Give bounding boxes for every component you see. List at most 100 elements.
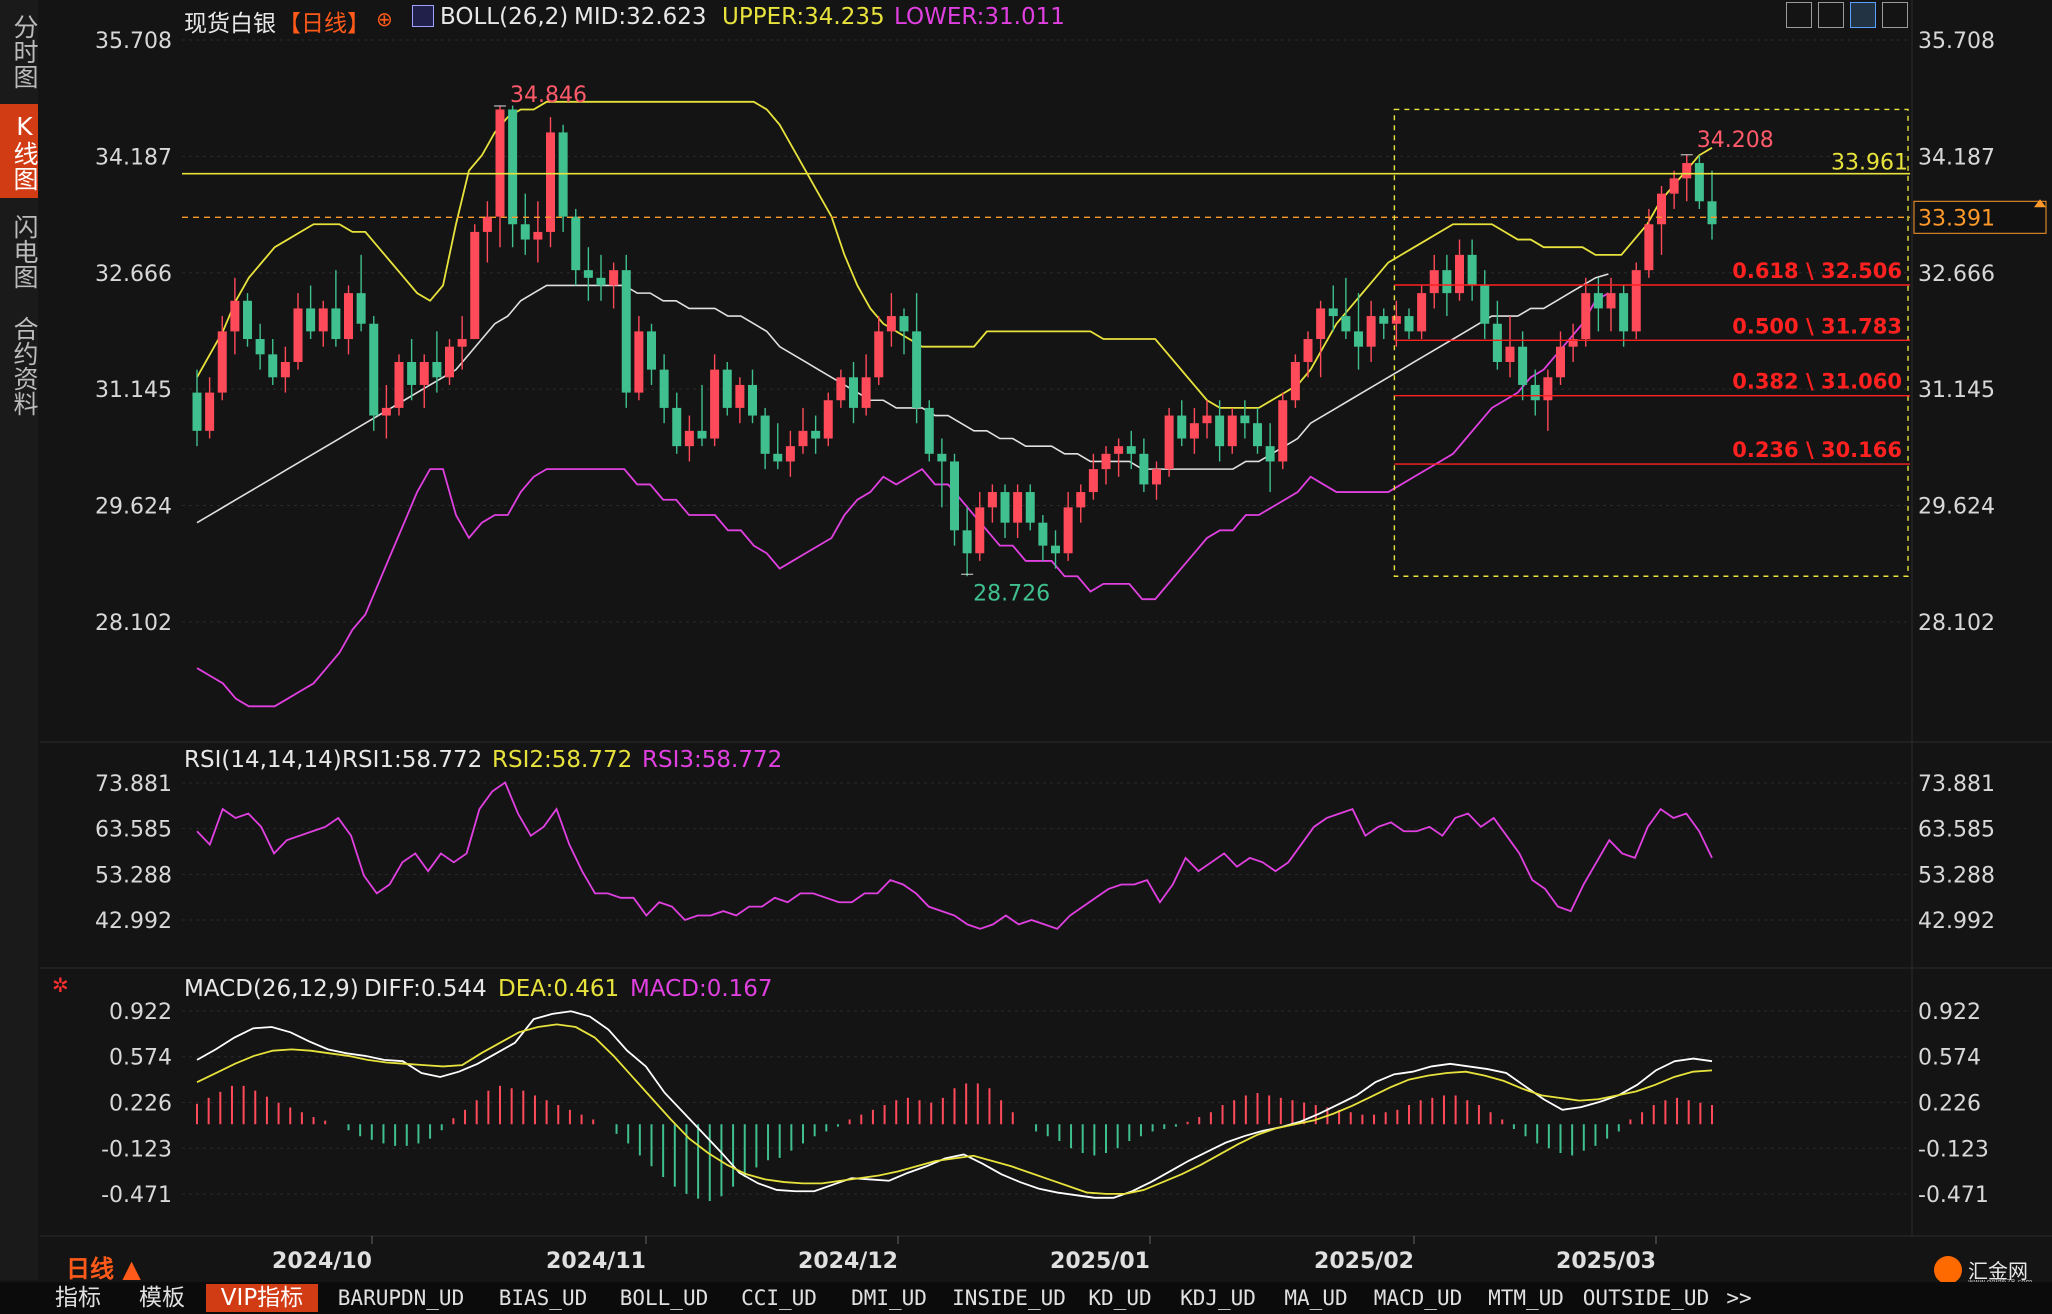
period-selector-button[interactable]: 日线 ▲ (66, 1255, 141, 1283)
candle-body (710, 369, 720, 439)
crosshair-icon[interactable]: ⊕ (376, 7, 393, 31)
rsi-tick-right: 42.992 (1918, 909, 1995, 934)
candle-body (899, 316, 909, 332)
indicator-tab-barupdn-ud[interactable]: BARUPDN_UD (337, 1286, 465, 1310)
bollinger-bands (196, 100, 1713, 708)
candle-body (217, 331, 227, 393)
indicator-tab-outside-ud[interactable]: OUTSIDE_UD (1582, 1286, 1710, 1310)
indicator-tab-macd-ud[interactable]: MACD_UD (1373, 1286, 1463, 1310)
chart-canvas[interactable]: 33.961 33.391 0.618 \ 32.506 0.500 \ 31.783… (0, 0, 2052, 1282)
grid-lines (40, 0, 2052, 1237)
x-tick-label: 2024/11 (546, 1249, 646, 1274)
indicator-tab-kdj-ud[interactable]: KDJ_UD (1180, 1286, 1256, 1310)
boll-upper-line (196, 100, 1713, 409)
candle-body (1568, 339, 1578, 347)
indicator-tab-boll-ud[interactable]: BOLL_UD (619, 1286, 709, 1310)
low-label: 28.726 (973, 581, 1050, 606)
candle-body (1379, 316, 1389, 324)
macd-dea-line (196, 1023, 1713, 1195)
y-tick-label-right: 34.187 (1918, 145, 1995, 170)
logo-icon (1934, 1256, 1962, 1284)
candle-body (1404, 316, 1414, 332)
y-tick-label-left: 32.666 (95, 262, 172, 287)
rsi-tick-right: 53.288 (1918, 863, 1995, 888)
panel-layout-icon[interactable] (1818, 2, 1844, 28)
candle-body (1442, 270, 1452, 294)
candle-body (1013, 492, 1023, 523)
candle-body (394, 361, 404, 408)
tab-flash-chart[interactable]: 闪电图 (10, 213, 39, 289)
macd-tick-right: -0.471 (1918, 1183, 1989, 1208)
candle-body (1581, 293, 1591, 340)
grid-layout-icon[interactable] (1786, 2, 1812, 28)
macd-tick-left: 0.922 (109, 1000, 172, 1025)
candle-body (1051, 545, 1060, 554)
indicator-tab-bias-ud[interactable]: BIAS_UD (498, 1286, 588, 1310)
candle-body (1417, 293, 1427, 332)
indicator-tab-kd-ud[interactable]: KD_UD (1088, 1286, 1152, 1310)
candle-body (1518, 346, 1528, 385)
y-tick-label-right: 31.145 (1918, 378, 1995, 403)
tab-timeshare-chart[interactable]: 分时图 (10, 13, 39, 89)
candle-body (1152, 469, 1161, 485)
rsi3-value: RSI3:58.772 (642, 747, 783, 773)
candle-body (520, 224, 530, 240)
boll-lower-line (196, 292, 1609, 708)
y-tick-label-left: 29.624 (95, 495, 172, 520)
candle-body (230, 300, 240, 332)
indicator-tab-inside-ud[interactable]: INSIDE_UD (952, 1286, 1066, 1310)
candle-body (659, 369, 669, 408)
candle-body (1025, 492, 1035, 523)
indicator-tab-vip-[interactable]: VIP指标 (206, 1284, 318, 1312)
candle-body (1354, 331, 1363, 347)
tab-contract-info[interactable]: 合约资料 (10, 316, 39, 416)
current-price-box (1913, 200, 2047, 234)
logo-text: 汇金网 (1968, 1259, 2028, 1283)
candle-body (849, 377, 858, 408)
y-tick-label-left: 31.145 (95, 378, 172, 403)
settings-gear-icon[interactable]: ✲ (52, 973, 69, 997)
boll-lower-value: LOWER:31.011 (894, 4, 1065, 30)
fib-level-label: 0.618 \ 32.506 (1732, 259, 1902, 283)
candle-body (748, 384, 757, 416)
candle-body (596, 277, 606, 286)
indicator-tab-mtm-ud[interactable]: MTM_UD (1488, 1286, 1564, 1310)
rsi-line (196, 781, 1713, 930)
candle-body (243, 300, 252, 340)
candle-body (1644, 224, 1654, 271)
candle-body (369, 323, 379, 416)
rsi-tick-left: 73.881 (95, 772, 172, 797)
candle-body (331, 308, 341, 340)
period-label: 【日线】 (278, 11, 370, 37)
candle-body (1366, 316, 1376, 347)
indicator-tab--[interactable]: >> (1726, 1286, 1752, 1310)
macd-label: MACD(26,12,9) (184, 976, 359, 1002)
candle-body (760, 415, 770, 454)
candle-body (546, 132, 555, 232)
rsi1-value: RSI1:58.772 (342, 747, 483, 773)
indicator-tab-dmi-ud[interactable]: DMI_UD (851, 1286, 927, 1310)
chart-type-icon[interactable] (412, 5, 434, 27)
candle-body (445, 346, 454, 378)
rsi-panel (196, 781, 1713, 930)
boll-label: BOLL(26,2) (440, 4, 569, 30)
indicator-tab-ma-ud[interactable]: MA_UD (1284, 1286, 1348, 1310)
chart-settings-icon[interactable] (1850, 2, 1876, 28)
candle-body (950, 461, 959, 531)
macd-tick-right: 0.574 (1918, 1046, 1981, 1071)
candle-body (1593, 293, 1603, 309)
x-tick-label: 2025/02 (1314, 1249, 1414, 1274)
macd-tick-right: 0.226 (1918, 1091, 1981, 1116)
candle-body (811, 430, 821, 439)
indicator-tab--[interactable]: 指标 (55, 1285, 101, 1311)
candle-body (962, 530, 972, 554)
indicator-tab-cci-ud[interactable]: CCI_UD (741, 1286, 817, 1310)
candle-body (1303, 339, 1313, 362)
sidebar: 分时图 K线图 闪电图 合约资料 (0, 0, 39, 1280)
window-layout-icon[interactable] (1882, 2, 1908, 28)
candle-body (344, 293, 353, 340)
tab-kline-chart[interactable]: K线图 (0, 104, 39, 198)
indicator-tab--[interactable]: 模板 (139, 1285, 185, 1311)
candle-body (1606, 293, 1616, 309)
candle-body (1480, 285, 1490, 324)
